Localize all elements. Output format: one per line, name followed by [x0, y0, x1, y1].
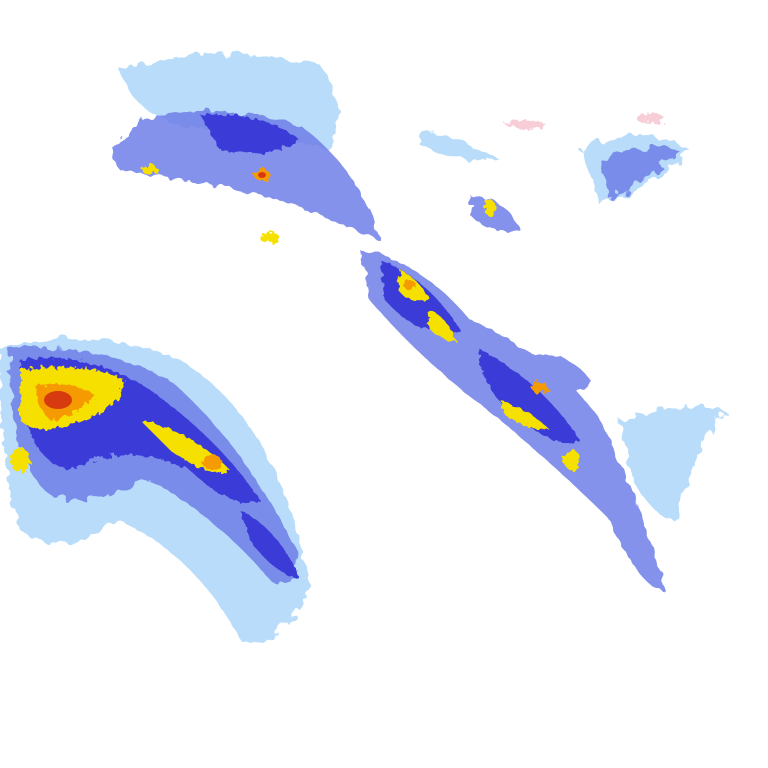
- extreme-precipitation-core: [44, 172, 266, 409]
- light-precipitation-layer: [0, 53, 725, 642]
- clutter-echoes: [505, 113, 664, 128]
